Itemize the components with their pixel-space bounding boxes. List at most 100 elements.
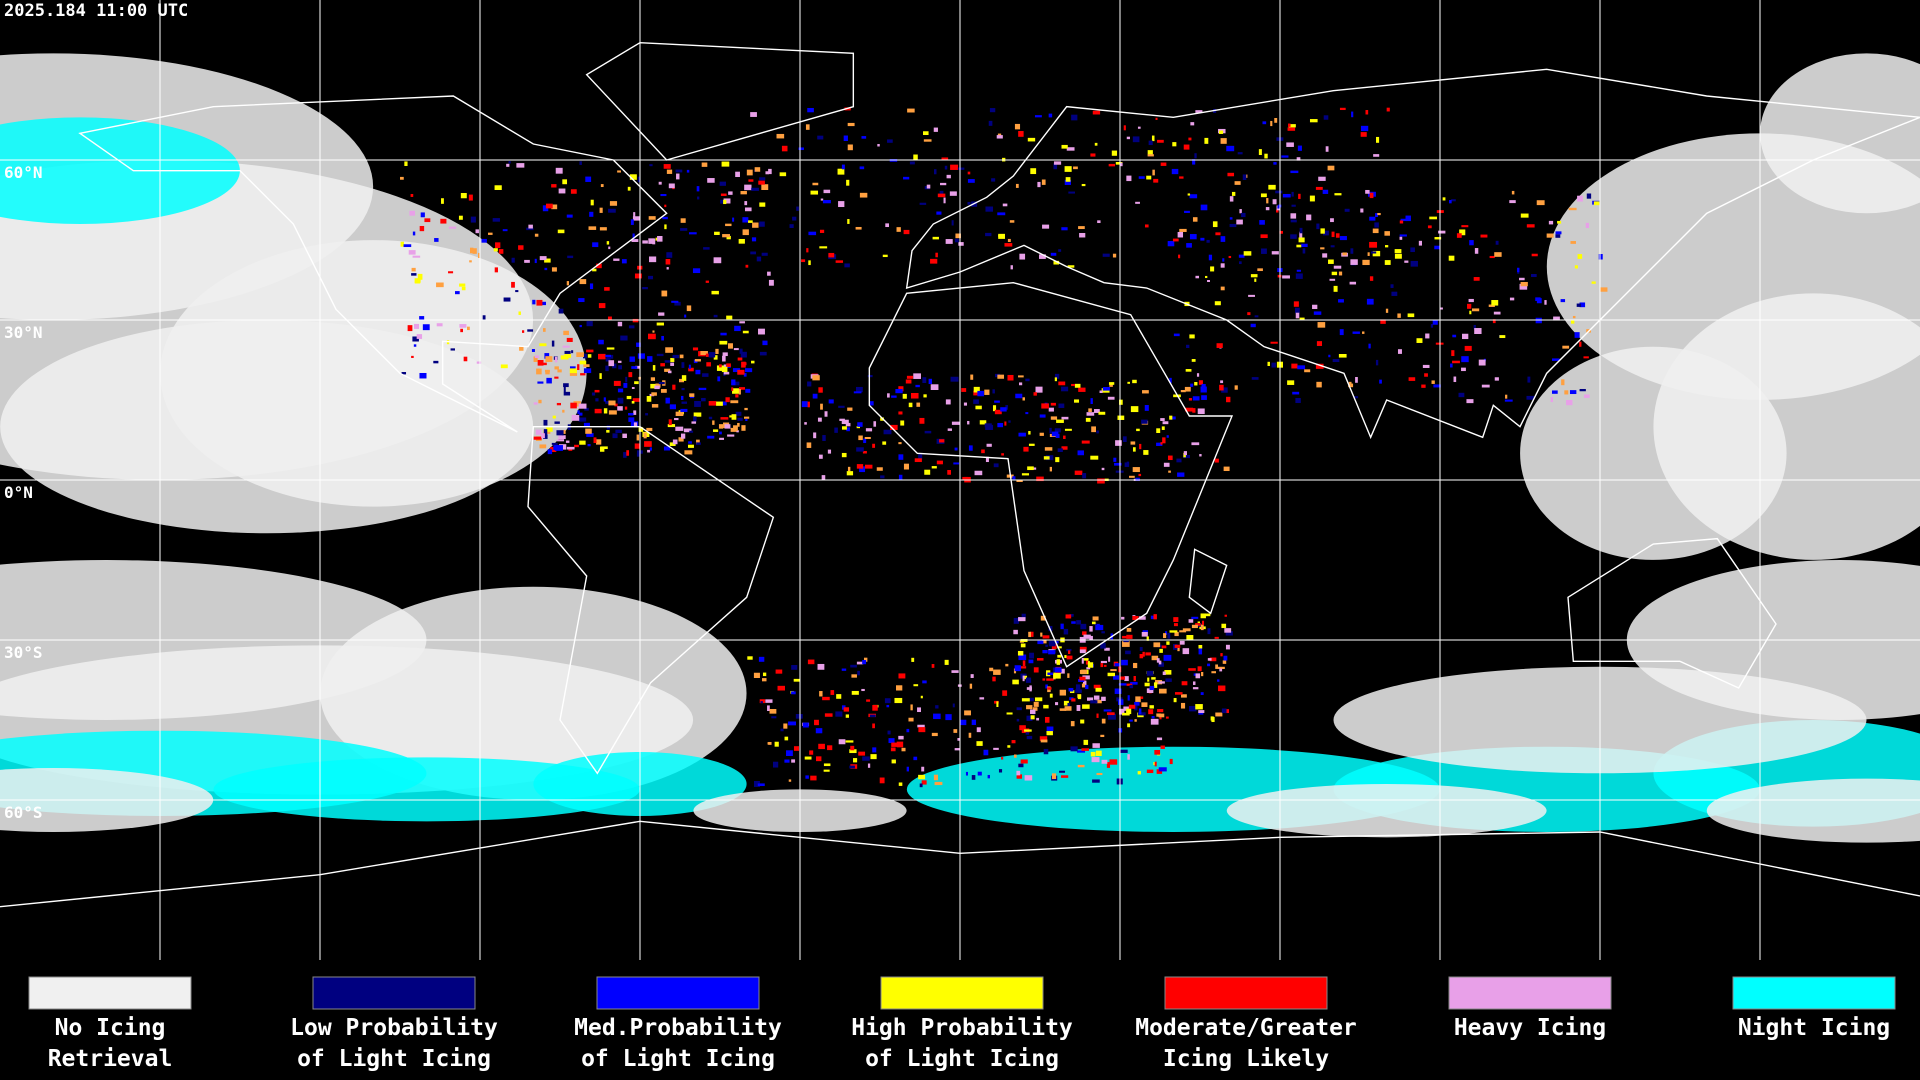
icing-speckle <box>1332 359 1340 363</box>
icing-speckle <box>708 401 717 406</box>
icing-speckle <box>1224 628 1232 633</box>
icing-speckle <box>751 187 759 191</box>
icing-speckle <box>1577 254 1583 259</box>
icing-speckle <box>1042 678 1046 681</box>
icing-speckle <box>903 229 910 235</box>
icing-speckle <box>1157 709 1164 713</box>
icing-speckle <box>906 728 910 733</box>
icing-speckle <box>862 450 867 454</box>
icing-speckle <box>1056 419 1064 423</box>
icing-speckle <box>923 394 927 398</box>
icing-speckle <box>779 172 787 177</box>
icing-speckle <box>1041 179 1046 185</box>
icing-speckle <box>412 255 421 258</box>
icing-speckle <box>694 400 701 407</box>
icing-speckle <box>1579 302 1586 308</box>
icing-speckle <box>1115 161 1123 165</box>
icing-speckle <box>1146 688 1154 693</box>
icing-speckle <box>898 386 904 392</box>
icing-speckle <box>1372 228 1379 234</box>
icing-speckle <box>1000 407 1007 412</box>
icing-speckle <box>1160 162 1167 166</box>
icing-speckle <box>882 441 887 445</box>
icing-speckle <box>1209 657 1217 662</box>
icing-speckle <box>965 771 969 776</box>
icing-speckle <box>1429 216 1437 220</box>
icing-speckle <box>1442 197 1446 201</box>
icing-speckle <box>1197 408 1205 415</box>
icing-speckle <box>1121 659 1128 666</box>
icing-speckle <box>1270 120 1273 127</box>
icing-speckle <box>533 436 542 440</box>
icing-speckle <box>1040 632 1043 637</box>
icing-speckle <box>617 406 623 411</box>
icing-speckle <box>1585 222 1590 229</box>
icing-speckle <box>767 705 770 712</box>
icing-speckle <box>1027 466 1034 471</box>
icing-speckle <box>642 240 648 244</box>
icing-speckle <box>1019 382 1023 386</box>
icing-speckle <box>633 410 637 415</box>
icing-speckle <box>441 198 444 204</box>
icing-speckle <box>632 318 639 323</box>
icing-speckle <box>891 395 897 398</box>
icing-speckle <box>1174 692 1183 695</box>
icing-speckle <box>1066 147 1075 151</box>
icing-speckle <box>1430 323 1434 328</box>
icing-speckle <box>1295 312 1300 319</box>
icing-speckle <box>922 377 927 383</box>
icing-speckle <box>812 393 818 399</box>
icing-speckle <box>537 360 544 366</box>
icing-speckle <box>554 366 559 370</box>
icing-speckle <box>759 351 767 356</box>
icing-speckle <box>541 433 545 439</box>
icing-speckle <box>1102 386 1110 391</box>
icing-speckle <box>1505 394 1508 399</box>
icing-speckle <box>1016 774 1023 779</box>
icing-speckle <box>558 308 564 314</box>
icing-speckle <box>1025 732 1029 735</box>
icing-speckle <box>675 426 684 431</box>
icing-speckle <box>735 394 739 398</box>
icing-speckle <box>1117 699 1124 705</box>
icing-speckle <box>1473 277 1480 281</box>
icing-speckle <box>524 259 530 263</box>
icing-speckle <box>1394 249 1402 254</box>
icing-speckle <box>1067 265 1075 268</box>
icing-speckle <box>1386 107 1390 112</box>
icing-speckle <box>590 199 594 206</box>
icing-speckle <box>713 314 718 318</box>
icing-speckle <box>589 211 594 217</box>
icing-speckle <box>668 370 672 374</box>
icing-speckle <box>1163 633 1167 639</box>
icing-speckle <box>1265 207 1270 211</box>
icing-speckle <box>1044 716 1050 723</box>
icing-speckle <box>666 252 673 258</box>
icing-speckle <box>1173 333 1180 337</box>
icing-speckle <box>971 719 977 725</box>
icing-speckle <box>540 362 547 366</box>
icing-speckle <box>1531 253 1538 257</box>
icing-speckle <box>1182 648 1190 655</box>
icing-speckle <box>1574 332 1580 338</box>
icing-speckle <box>600 184 604 188</box>
icing-speckle <box>1295 398 1301 404</box>
icing-speckle <box>735 411 742 416</box>
icing-speckle <box>593 437 597 444</box>
icing-speckle <box>801 401 808 408</box>
icing-speckle <box>1212 221 1218 228</box>
icing-speckle <box>511 281 515 288</box>
icing-speckle <box>693 412 702 417</box>
icing-speckle <box>688 441 692 444</box>
icing-speckle <box>684 314 687 318</box>
icing-speckle <box>774 741 779 747</box>
icing-speckle <box>1057 654 1062 658</box>
icing-speckle <box>564 353 572 358</box>
icing-speckle <box>1153 682 1158 688</box>
icing-speckle <box>977 771 982 776</box>
icing-speckle <box>658 312 665 316</box>
icing-speckle <box>544 258 551 263</box>
icing-speckle <box>623 452 627 458</box>
icing-speckle <box>857 670 860 676</box>
icing-speckle <box>1172 238 1179 242</box>
